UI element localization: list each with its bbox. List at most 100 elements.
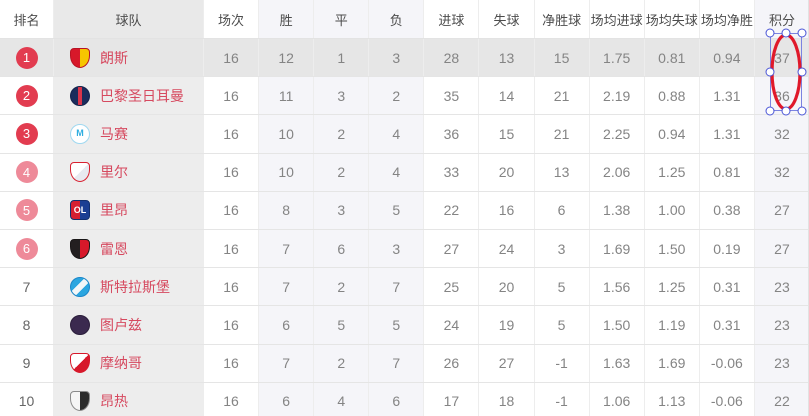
cell-draw: 3 [313,191,369,229]
cell-played: 16 [203,229,258,268]
table-body: 1 朗斯 16 12 1 3 28 13 15 1.75 0.81 0.94 37 2 巴黎圣日耳曼 16 11… [0,39,808,416]
rank-cell: 9 [0,345,53,382]
table-row[interactable]: 8 图卢兹 16 6 5 5 24 19 5 1.50 1.19 0.31 23 [0,306,808,345]
cell-avg_gf: 2.19 [588,77,644,115]
cell-ga: 24 [478,229,533,268]
cell-avg_gd: 1.31 [698,77,754,115]
table-row[interactable]: 6 雷恩 16 7 6 3 27 24 3 1.69 1.50 0.19 27 [0,229,808,269]
cell-loss: 5 [368,306,424,344]
rank-cell: 3 [0,115,53,152]
table-row[interactable]: 4 里尔 16 10 2 4 33 20 13 2.06 1.25 0.81 32 [0,153,808,192]
cell-avg_gf: 2.25 [588,115,644,153]
cell-draw: 6 [313,229,369,268]
logo-monogram: OL [73,204,87,215]
toulouse-crest-icon [70,314,90,335]
cell-gf: 26 [423,344,478,382]
cell-avg_ga: 0.94 [643,115,699,153]
strasbourg-crest-icon [70,276,90,297]
cell-avg_gd: 1.31 [698,115,754,153]
rank-number: 10 [18,393,35,410]
cell-gd: 13 [533,153,589,191]
resize-handle[interactable] [781,106,791,116]
table-row[interactable]: 1 朗斯 16 12 1 3 28 13 15 1.75 0.81 0.94 37 [0,39,808,78]
team-cell: 雷恩 [53,229,203,268]
cell-avg_gd: 0.81 [698,153,754,191]
cell-ga: 18 [478,382,533,416]
resize-handle[interactable] [765,67,775,77]
cell-played: 16 [203,382,258,416]
cell-win: 10 [258,153,314,191]
cell-gd: 15 [533,39,589,77]
rank-number: 7 [22,278,31,295]
team-cell: 朗斯 [53,39,203,77]
column-header-ga: 失球 [478,0,534,38]
cell-gd: 21 [533,77,589,115]
cell-ga: 19 [478,306,533,344]
column-header-rank: 排名 [0,0,53,38]
cell-draw: 2 [313,153,369,191]
table-row[interactable]: 10 昂热 16 6 4 6 17 18 -1 1.06 1.13 -0.06 22 [0,382,808,416]
resize-handle[interactable] [765,28,775,38]
table-row[interactable]: 9 摩纳哥 16 7 2 7 26 27 -1 1.63 1.69 -0.06 23 [0,344,808,383]
cell-avg_gf: 1.38 [588,191,644,229]
rank-badge: 2 [15,84,38,107]
ellipse-annotation[interactable] [765,28,807,116]
cell-avg_ga: 1.19 [643,306,699,344]
cell-ga: 14 [478,77,533,115]
table-row[interactable]: 3 M 马赛 16 10 2 4 36 15 21 2.25 0.94 1.31 32 [0,115,808,154]
team-cell: 摩纳哥 [53,344,203,382]
cell-ga: 20 [478,153,533,191]
table-header-row: 排名 球队 场次胜平负进球 失球 净胜球 场均进球 场均失球 场均净胜 积分 [0,0,808,39]
cell-win: 6 [258,382,314,416]
column-header-draw: 平 [313,0,369,38]
rank-badge: 6 [15,237,38,260]
column-header-gf: 进球 [423,0,479,38]
table-row[interactable]: 5 OL 里昂 16 8 3 5 22 16 6 1.38 1.00 0.38 27 [0,191,808,230]
cell-draw: 5 [313,306,369,344]
cell-win: 10 [258,115,314,153]
cell-win: 8 [258,191,314,229]
lille-crest-icon [70,162,90,183]
cell-avg_gd: 0.31 [698,268,754,306]
team-name: 巴黎圣日耳曼 [100,87,184,104]
cell-avg_gf: 1.50 [588,306,644,344]
cell-ga: 15 [478,115,533,153]
cell-ga: 27 [478,344,533,382]
rank-cell: 1 [0,39,53,77]
cell-draw: 2 [313,344,369,382]
cell-gf: 27 [423,229,478,268]
team-name: 昂热 [100,393,128,410]
cell-win: 7 [258,344,314,382]
cell-avg_gf: 1.69 [588,229,644,268]
rank-cell: 8 [0,306,53,343]
team-cell: OL 里昂 [53,191,203,229]
resize-handle[interactable] [797,67,807,77]
cell-loss: 4 [368,115,424,153]
cell-played: 16 [203,115,258,153]
table-row[interactable]: 7 斯特拉斯堡 16 7 2 7 25 20 5 1.56 1.25 0.31 23 [0,268,808,307]
cell-avg_ga: 1.25 [643,268,699,306]
cell-avg_ga: 1.69 [643,344,699,382]
cell-gd: 3 [533,229,589,268]
resize-handle[interactable] [765,106,775,116]
cell-points: 22 [753,382,808,416]
resize-handle[interactable] [797,28,807,38]
rank-cell: 5 [0,192,53,229]
cell-played: 16 [203,306,258,344]
cell-gd: -1 [533,344,589,382]
cell-avg_gd: 0.31 [698,306,754,344]
cell-gd: 6 [533,191,589,229]
cell-gf: 33 [423,153,478,191]
table-row[interactable]: 2 巴黎圣日耳曼 16 11 3 2 35 14 21 2.19 0.88 1.31 36 [0,77,808,116]
cell-points: 27 [753,229,808,268]
team-cell: 昂热 [53,382,203,416]
team-cell: 里尔 [53,153,203,191]
rank-number: 8 [22,316,31,333]
team-name: 雷恩 [100,240,128,257]
cell-played: 16 [203,39,259,77]
column-header-team: 球队 [53,0,203,38]
rank-cell: 10 [0,383,53,416]
resize-handle[interactable] [797,106,807,116]
cell-points: 32 [753,115,808,153]
resize-handle[interactable] [781,28,791,38]
